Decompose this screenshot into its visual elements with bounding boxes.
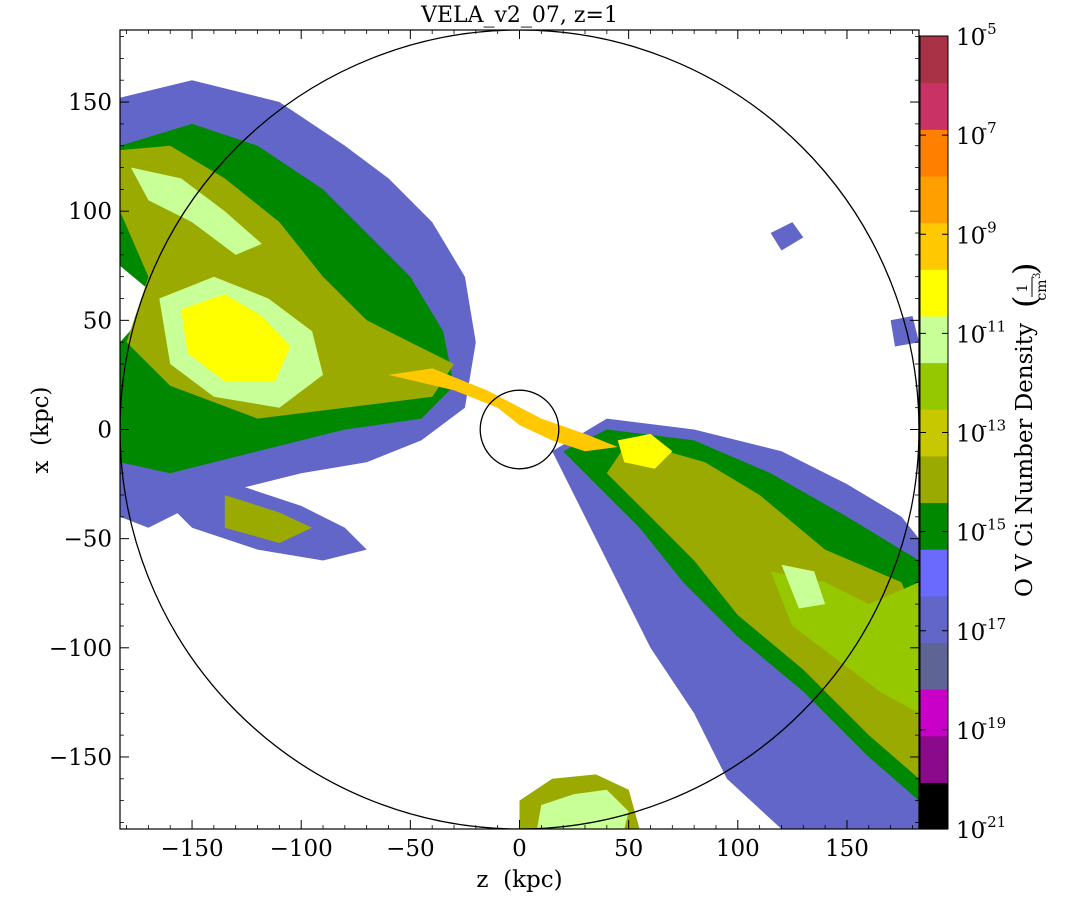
colorbar-bands (920, 36, 948, 830)
x-tick-label: 50 (614, 836, 643, 862)
colorbar-tick-base: 10 (956, 620, 985, 646)
x-tick-label: 150 (825, 836, 869, 862)
colorbar-unit-numerator: 1 (1015, 284, 1031, 293)
y-tick-label: −50 (63, 527, 112, 553)
colorbar-band (920, 269, 948, 317)
region-lower-left-arm-olive (224, 495, 313, 543)
colorbar-band (920, 36, 948, 84)
y-axis-label: x (kpc) (28, 386, 54, 473)
y-tick-label: −100 (49, 636, 112, 662)
colorbar-tick-exponent: -11 (982, 317, 1006, 335)
colorbar-label: O V Ci Number Density (1012, 323, 1038, 597)
colorbar-band (920, 735, 948, 783)
colorbar-ticks: 10-510-710-910-1110-1310-1510-1710-1910-… (920, 20, 1006, 844)
x-axis-label: z (kpc) (476, 867, 562, 893)
x-tick-label: 0 (512, 836, 527, 862)
region-right-outflow-yellow (781, 564, 826, 609)
colorbar-tick-exponent: -13 (982, 417, 1006, 435)
x-tick-label: −50 (386, 836, 435, 862)
colorbar-tick-base: 10 (956, 719, 985, 745)
region-center-stream-orange (388, 368, 618, 452)
colorbar-tick-label: 10-17 (956, 615, 1006, 646)
y-axis: 150 100 50 0 −50 −100 −150 (49, 36, 919, 823)
colorbar-unit-paren-left: ( (1006, 296, 1044, 308)
colorbar-tick-base: 10 (956, 521, 985, 547)
colorbar-tick-exponent: -9 (982, 218, 997, 236)
region-right-outflow-olive (606, 440, 919, 779)
region-right-inner-white (617, 433, 673, 469)
colorbar-tick-exponent: -7 (982, 119, 997, 137)
y-tick-label: 50 (83, 308, 112, 334)
colorbar-band (920, 362, 948, 410)
x-tick-label: 100 (716, 836, 760, 862)
x-tick-label: −150 (160, 836, 223, 862)
colorbar-band (920, 82, 948, 130)
colorbar-tick-label: 10-13 (956, 417, 1006, 448)
colorbar-tick-base: 10 (956, 322, 985, 348)
colorbar-tick-label: 10-5 (956, 20, 997, 51)
colorbar-tick-exponent: -5 (982, 20, 997, 38)
radius-circles (120, 30, 919, 829)
inner-radius-circle (479, 389, 560, 470)
colorbar-tick-label: 10-9 (956, 218, 997, 249)
colorbar-band (920, 782, 948, 830)
colorbar-tick-label: 10-21 (956, 813, 1006, 844)
y-tick-label: 100 (68, 199, 112, 225)
colorbar-tick-base: 10 (956, 422, 985, 448)
colorbar-band (920, 549, 948, 597)
colorbar-band (920, 129, 948, 177)
colorbar-tick-exponent: -19 (982, 714, 1006, 732)
region-isolated-cloud-right-mid (890, 316, 919, 347)
colorbar-tick-exponent: -21 (982, 813, 1006, 831)
region-left-blob-white-core (181, 294, 291, 382)
colorbar: 10-510-710-910-1110-1310-1510-1710-1910-… (919, 20, 1050, 844)
colorbar-band (920, 689, 948, 737)
colorbar-unit-exponent: 3 (1032, 273, 1043, 279)
colorbar-tick-base: 10 (956, 124, 985, 150)
colorbar-tick-base: 10 (956, 818, 985, 844)
y-tick-label: 150 (68, 90, 112, 116)
colorbar-unit-denominator: cm (1034, 279, 1050, 300)
plot-area (119, 29, 920, 830)
colorbar-band (920, 455, 948, 504)
colorbar-tick-label: 10-19 (956, 714, 1006, 745)
x-tick-label: −100 (270, 836, 333, 862)
colorbar-tick-label: 10-7 (956, 119, 997, 150)
colorbar-tick-exponent: -15 (982, 516, 1006, 534)
colorbar-band (920, 315, 948, 364)
colorbar-tick-label: 10-11 (956, 317, 1006, 348)
density-map (120, 80, 919, 829)
region-isolated-cloud-right-upper (770, 222, 804, 251)
colorbar-label-group: O V Ci Number Density ( 1 cm 3 ) (1006, 263, 1050, 597)
colorbar-tick-exponent: -17 (982, 615, 1006, 633)
colorbar-band (920, 595, 948, 644)
colorbar-unit-paren-right: ) (1006, 263, 1044, 275)
chart-title: VELA_v2_07, z=1 (420, 3, 618, 28)
colorbar-tick-base: 10 (956, 223, 985, 249)
colorbar-band (920, 175, 948, 224)
y-tick-label: 0 (97, 418, 112, 444)
colorbar-band (920, 222, 948, 270)
y-tick-label: −150 (49, 745, 112, 771)
region-upper-left-knots-yellow (130, 167, 262, 255)
colorbar-band (920, 502, 948, 550)
colorbar-band (920, 642, 948, 690)
colorbar-tick-base: 10 (956, 25, 985, 51)
x-axis: −150 −100 −50 0 50 100 150 (126, 30, 913, 862)
colorbar-tick-label: 10-15 (956, 516, 1006, 547)
